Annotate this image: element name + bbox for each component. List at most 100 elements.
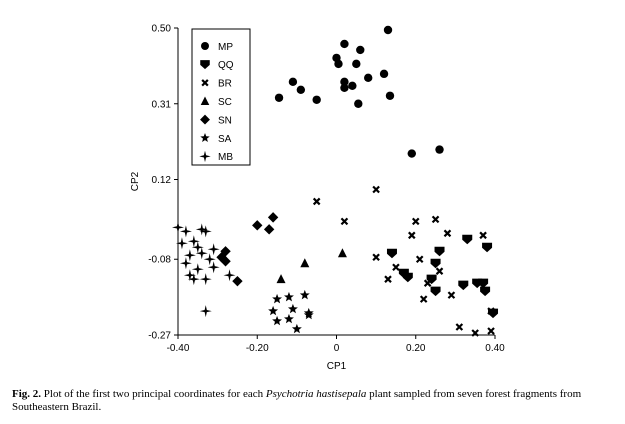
point-qq: [402, 272, 413, 283]
series-sc: [276, 248, 347, 284]
point-br: [487, 307, 495, 315]
point-mb: [207, 261, 220, 274]
point-br: [312, 197, 321, 206]
x-tick-label: 0.20: [406, 343, 426, 354]
point-sa: [284, 313, 294, 324]
x-tick-label: -0.40: [167, 343, 190, 354]
legend-box: [191, 28, 251, 166]
point-sc: [337, 248, 347, 258]
legend-label-sa: SA: [218, 134, 232, 145]
point-mb: [183, 249, 196, 262]
point-sa: [268, 305, 279, 316]
y-tick-label: 0.50: [152, 24, 172, 35]
chart-legend: MP QQ BR SC SN SA MB: [191, 28, 251, 166]
point-br: [411, 217, 420, 226]
point-sn: [267, 212, 279, 223]
point-mb: [223, 269, 236, 282]
point-mp: [385, 91, 395, 100]
x-tick-label: 0: [334, 343, 340, 354]
point-qq: [478, 278, 489, 289]
y-tick-label: -0.08: [148, 255, 171, 266]
point-mb: [183, 269, 196, 282]
point-mp: [340, 39, 349, 49]
point-br: [419, 295, 428, 303]
point-qq: [482, 242, 493, 253]
point-sc: [276, 274, 286, 284]
point-mp: [407, 149, 416, 158]
point-br: [423, 279, 432, 287]
point-mp: [296, 85, 306, 94]
series-sn: [216, 212, 279, 287]
point-mp: [340, 77, 349, 87]
legend-marker-sn: [200, 114, 210, 125]
point-br: [415, 255, 424, 264]
point-br: [447, 291, 456, 299]
chart-marks: [172, 25, 499, 337]
series-qq: [386, 234, 499, 319]
figure-caption: Fig. 2. Plot of the first two principal …: [12, 388, 616, 414]
legend-marker-sa: [200, 133, 210, 142]
point-br: [443, 229, 452, 238]
point-qq: [430, 286, 441, 297]
point-mb: [172, 221, 184, 234]
y-tick-label: 0.31: [152, 99, 172, 110]
y-tick-label: 0.12: [152, 175, 172, 186]
y-axis-title: CP2: [130, 171, 141, 191]
chart-axes: -0.40 -0.20 0 0.20 0.40 0.50 0.31 0.12 -0.08 -0.2…: [130, 24, 505, 373]
point-sn: [263, 224, 275, 235]
point-mp: [312, 95, 321, 104]
point-br: [408, 231, 416, 240]
x-axis-title: CP1: [327, 361, 347, 372]
point-mb: [191, 241, 204, 254]
point-sn: [252, 220, 263, 231]
point-mb: [175, 237, 188, 250]
point-mp: [379, 69, 389, 79]
point-mb: [187, 235, 200, 248]
point-sa: [287, 303, 298, 314]
point-sa: [303, 307, 314, 318]
legend-label-br: BR: [218, 79, 232, 90]
point-mp: [348, 81, 357, 91]
caption-label: Fig. 2.: [12, 388, 42, 400]
point-mb: [187, 273, 200, 286]
point-mb: [199, 273, 212, 286]
point-mb: [199, 225, 212, 238]
legend-marker-qq: [200, 60, 210, 70]
point-mp: [383, 25, 393, 35]
series-br: [312, 185, 495, 337]
point-qq: [434, 246, 445, 257]
point-sa: [291, 323, 302, 334]
point-sn: [232, 275, 243, 287]
point-sa: [272, 315, 283, 326]
caption-text-before: Plot of the first two principal coordina…: [41, 388, 266, 400]
legend-marker-br: [201, 79, 209, 87]
point-br: [431, 215, 440, 224]
legend-label-qq: QQ: [218, 60, 234, 71]
point-mb: [179, 225, 192, 238]
point-mp: [274, 93, 284, 102]
point-mb: [179, 257, 192, 270]
point-br: [487, 327, 495, 335]
legend-label-sn: SN: [218, 115, 232, 126]
y-tick-label: -0.27: [148, 331, 171, 342]
point-mp: [364, 73, 373, 83]
point-sn: [220, 256, 231, 267]
point-br: [455, 323, 464, 331]
point-mb: [199, 305, 212, 318]
point-mb: [203, 253, 216, 266]
point-mb: [195, 223, 208, 236]
point-br: [435, 267, 444, 275]
point-qq: [386, 248, 397, 259]
point-sc: [300, 258, 310, 268]
caption-species: Psychotria hastisepala: [265, 388, 367, 400]
point-br: [384, 275, 392, 283]
x-tick-label: 0.40: [485, 343, 505, 354]
point-mp: [356, 45, 365, 55]
series-mb: [172, 221, 236, 318]
point-qq: [480, 286, 491, 297]
point-br: [471, 329, 479, 337]
legend-marker-mb: [199, 150, 211, 163]
point-mp: [334, 59, 343, 69]
point-mp: [352, 59, 361, 69]
point-mp: [354, 99, 363, 108]
